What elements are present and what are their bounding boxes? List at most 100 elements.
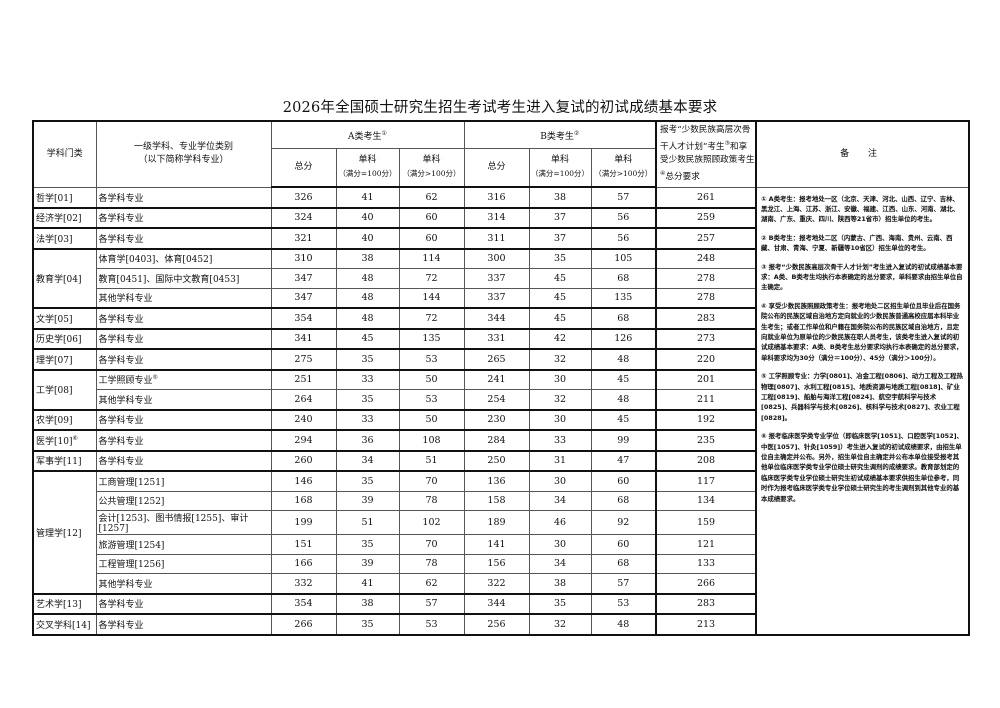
b-single-gt100-cell: 48 [590,389,657,410]
major-cell: 工商管理[1251] [95,470,272,492]
table-row: 其他学科专业 332 41 62 322 38 57 266 [33,573,969,594]
b-single-gt100-cell: 105 [590,247,657,269]
a-total-cell: 275 [270,348,337,370]
major-name: 公共管理[1252] [98,497,165,508]
special-total-cell: 213 [655,613,757,635]
a-single-gt100-cell: 78 [398,553,465,574]
single-label: 单科 [422,155,441,165]
b-single-100-cell: 46 [528,510,592,535]
group-b-mark: ② [573,129,580,137]
table-row: 教育[0451]、国际中文教育[0453] 347 48 72 337 45 68 278 [33,268,969,289]
major-name: 各学科专业 [98,214,144,225]
score-requirements-table: 学科门类 一级学科、专业学位类别 （以下简称学科专业） A类考生① B类考生② 报… [32,120,971,636]
a-total-cell: 151 [270,534,337,555]
b-single-100-cell: 37 [528,227,592,249]
a-single-100-cell: 48 [335,307,400,329]
b-single-100-cell: 45 [528,268,592,289]
a-total-cell: 199 [270,510,337,535]
a-single-gt100-cell: 53 [398,613,465,635]
major-name: 工商管理[1251] [98,477,165,488]
b-total-cell: 250 [463,449,530,472]
b-total-cell: 284 [463,429,530,451]
a-total-cell: 332 [270,573,337,594]
header-b-total: 总分 [463,148,530,188]
b-single-gt100-cell: 60 [590,534,657,555]
major-cell: 旅游管理[1254] [95,534,272,555]
discipline-name: 教育学[04] [36,274,82,285]
a-total-cell: 341 [270,327,337,350]
footnote-mark: ⑥ [72,434,78,442]
b-single-100-cell: 38 [528,186,592,208]
single-gt100-label: （满分>100分） [402,169,461,178]
a-single-100-cell: 35 [335,613,400,635]
special-total-cell: 266 [655,573,757,594]
b-single-gt100-cell: 68 [590,553,657,574]
b-total-cell: 316 [463,186,530,208]
a-single-gt100-cell: 62 [398,573,465,594]
a-single-100-cell: 38 [335,592,400,615]
major-cell: 各学科专业 [95,592,272,615]
a-single-gt100-cell: 51 [398,449,465,472]
a-single-gt100-cell: 57 [398,592,465,615]
b-single-gt100-cell: 92 [590,510,657,535]
discipline-cell: 医学[10]⑥ [32,429,97,451]
header-major-line1: 一级学科、专业学位类别 [133,142,233,153]
table-row: 管理学[12] 工商管理[1251] 146 35 70 136 30 60 117 [32,470,969,594]
b-single-100-cell: 32 [528,348,592,370]
a-total-cell: 354 [270,592,337,615]
a-total-cell: 146 [270,470,337,492]
special-total-cell: 159 [655,510,757,535]
a-single-gt100-cell: 50 [398,368,465,390]
major-cell: 其他学科专业 [95,389,272,410]
discipline-name: 管理学[12] [36,528,82,539]
major-cell: 体育学[0403]、体育[0452] [95,247,272,269]
major-name: 各学科专业 [98,355,144,366]
note-4: ④ 享受少数民族照顾政策考生：报考地处二区招生单位且毕业后在国务院公布的民族区域… [761,301,963,362]
special-total-cell: 220 [655,348,757,370]
special-total-cell: 259 [655,206,757,229]
b-total-cell: 322 [463,573,530,594]
major-name: 各学科专业 [98,314,144,325]
major-cell: 公共管理[1252] [95,490,272,511]
major-cell: 会计[1253]、图书情报[1255]、审计[1257] [95,510,272,535]
b-single-100-cell: 30 [528,408,592,431]
major-name: 其他学科专业 [98,579,153,590]
major-cell: 其他学科专业 [95,287,272,309]
major-cell: 各学科专业 [95,327,272,350]
b-single-100-cell: 38 [528,573,592,594]
page-title: 2026年全国硕士研究生招生考试考生进入复试的初试成绩基本要求 [282,100,718,116]
special-mark2: ④ [660,170,666,178]
header-major: 一级学科、专业学位类别 （以下简称学科专业） [95,120,272,188]
special-total-cell: 117 [655,470,757,492]
major-name: 各学科专业 [98,457,144,468]
major-cell: 各学科专业 [95,206,272,229]
discipline-name: 历史学[06] [36,335,82,346]
a-total-cell: 347 [270,268,337,289]
header-b-single-100: 单科 （满分=100分） [528,148,592,188]
major-name: 各学科专业 [98,620,144,631]
special-part2: 和享受少数民族照顾政策考生 [660,142,755,166]
a-single-100-cell: 35 [335,534,400,555]
header-group-b: B类考生② [463,120,657,149]
major-cell: 各学科专业 [95,429,272,451]
major-cell: 各学科专业 [95,307,272,329]
b-single-gt100-cell: 57 [590,186,657,208]
special-mark1: ③ [724,140,730,148]
special-total-cell: 273 [655,327,757,350]
b-single-100-cell: 30 [528,534,592,555]
a-total-cell: 166 [270,553,337,574]
b-single-gt100-cell: 99 [590,429,657,451]
a-single-gt100-cell: 108 [398,429,465,451]
b-single-gt100-cell: 68 [590,268,657,289]
major-name: 各学科专业 [98,193,144,204]
major-name: 体育学[0403]、体育[0452] [98,255,213,266]
note-3: ③ 报考“少数民族高层次骨干人才计划”考生进入复试的初试成绩基本要求：A类、B类… [761,262,963,292]
a-single-100-cell: 35 [335,389,400,410]
special-total-cell: 211 [655,389,757,410]
discipline-name: 农学[09] [36,416,73,427]
major-name: 旅游管理[1254] [98,540,165,551]
discipline-name: 工学[08] [36,386,73,396]
b-total-cell: 136 [463,470,530,492]
major-cell: 其他学科专业 [95,573,272,594]
b-single-gt100-cell: 45 [590,368,657,390]
